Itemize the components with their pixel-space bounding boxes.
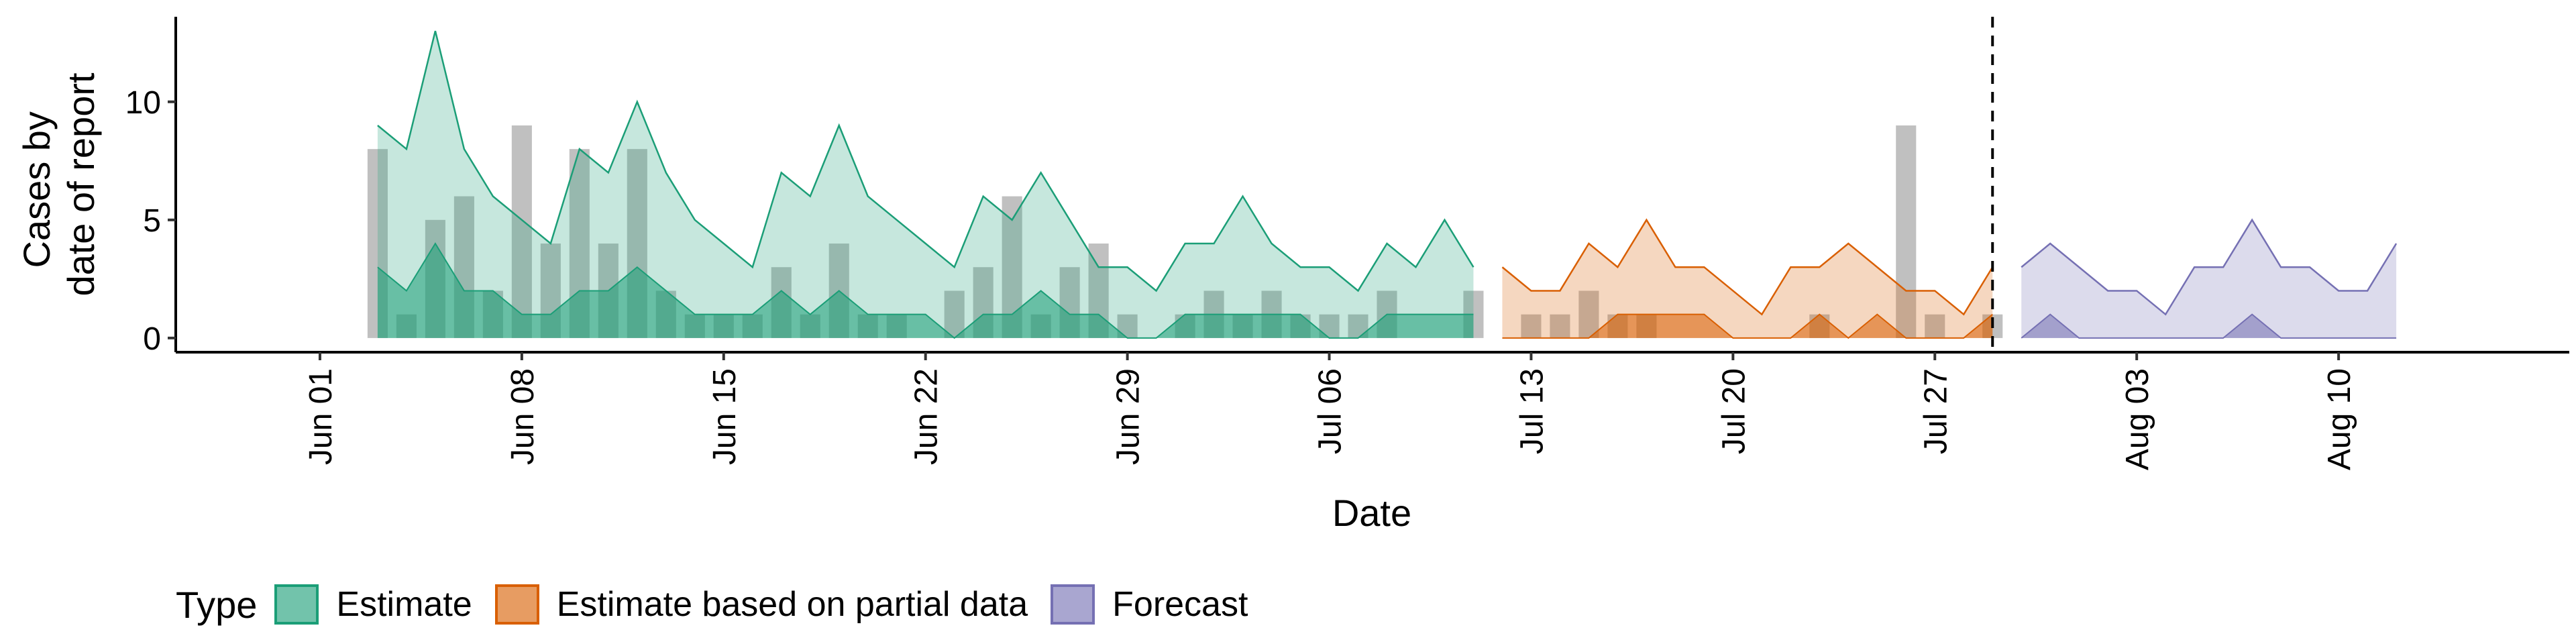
y-axis-ticks: 0 5 10	[125, 85, 176, 357]
legend-key-estimate	[274, 584, 319, 625]
legend: Type Estimate Estimate based on partial …	[176, 576, 1271, 633]
x-tick-label: Jun 08	[505, 368, 541, 465]
observed-case-bar	[1578, 290, 1599, 338]
x-tick-label: Jul 13	[1514, 368, 1550, 454]
legend-label: Estimate	[336, 585, 472, 624]
y-tick-label: 0	[143, 321, 161, 357]
estimate-based-on-partial-data-lower-line	[1502, 313, 1993, 339]
x-tick-label: Jul 27	[1918, 368, 1953, 454]
legend-label: Estimate based on partial data	[556, 585, 1028, 624]
forecast-upper-line	[2021, 218, 2398, 316]
forecast-inner-band	[2021, 314, 2397, 338]
x-tick-label: Jul 06	[1313, 368, 1348, 454]
y-axis-title-line-1: Cases by	[15, 111, 58, 268]
x-axis-ticks: Jun 01 Jun 08 Jun 15 Jun 22 Jun 29 Jul 06 Jul …	[303, 352, 2357, 470]
x-tick-label: Jul 20	[1716, 368, 1752, 454]
observed-case-bar	[1925, 314, 1945, 338]
observed-case-bar	[511, 125, 532, 338]
observed-case-bar	[944, 290, 965, 338]
x-tick-label: Jun 29	[1111, 368, 1146, 465]
observed-case-bar	[1550, 314, 1570, 338]
legend-key-estimate-partial	[494, 584, 539, 625]
y-axis-title: Cases by date of report	[15, 72, 102, 297]
series-areas	[377, 30, 2398, 339]
y-tick-label: 5	[143, 203, 161, 239]
forecast-outer-band	[2021, 219, 2397, 338]
legend-label: Forecast	[1112, 585, 1248, 624]
x-axis-title: Date	[1332, 492, 1411, 534]
legend-title: Type	[176, 583, 258, 626]
legend-item-estimate: Estimate	[274, 584, 472, 625]
legend-item-estimate-partial: Estimate based on partial data	[494, 584, 1028, 625]
x-tick-label: Aug 03	[2120, 368, 2155, 470]
estimate-based-on-partial-data-upper-line	[1501, 218, 1994, 316]
estimate-outer-band	[377, 31, 1474, 338]
legend-item-forecast: Forecast	[1051, 584, 1248, 625]
observed-case-bar	[1521, 314, 1542, 338]
x-tick-label: Jun 01	[303, 368, 339, 465]
legend-key-forecast	[1051, 584, 1095, 625]
x-tick-label: Aug 10	[2322, 368, 2357, 470]
estimate-based-on-partial-data-outer-band	[1502, 219, 1993, 338]
forecast-lower-line	[2021, 313, 2397, 339]
observed-case-bar	[1896, 125, 1917, 338]
x-tick-label: Jun 22	[909, 368, 945, 465]
estimate-lower-line	[377, 242, 1474, 339]
y-axis-title-line-2: date of report	[60, 72, 102, 297]
estimate-upper-line	[377, 30, 1474, 292]
y-tick-label: 10	[125, 85, 161, 121]
x-tick-label: Jun 15	[707, 368, 743, 465]
